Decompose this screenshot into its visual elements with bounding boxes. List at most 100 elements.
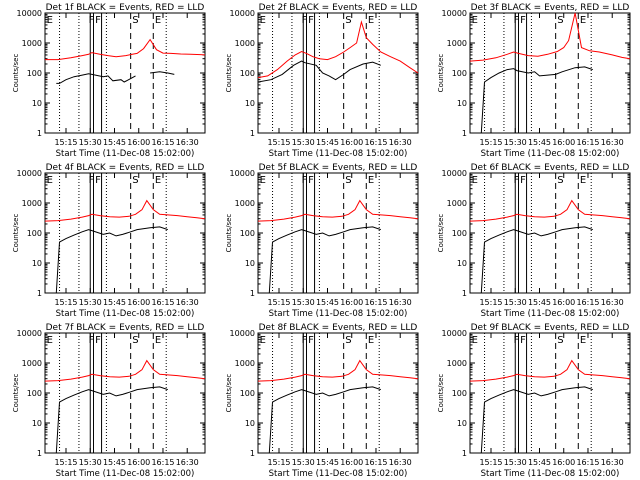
x-tick-label: 15:15 xyxy=(267,138,290,147)
marker-letter: S xyxy=(557,175,563,186)
marker-letter: E xyxy=(472,15,478,26)
y-tick-label: 1 xyxy=(250,289,255,298)
events-series-line xyxy=(55,386,168,454)
x-tick-label: 16:00 xyxy=(340,138,363,147)
events-series-line xyxy=(268,386,381,454)
x-tick-label: 16:00 xyxy=(127,458,150,467)
x-tick-label: 16:00 xyxy=(127,298,150,307)
lld-series-line xyxy=(44,359,206,382)
y-axis-title: Counts/sec xyxy=(12,374,20,413)
panel-title: Det 5f BLACK = Events, RED = LLD xyxy=(259,163,418,173)
y-tick-label: 1000 xyxy=(22,199,42,208)
y-axis-title: Counts/sec xyxy=(12,214,20,253)
lld-series-line xyxy=(257,20,419,79)
x-tick-label: 16:15 xyxy=(151,458,174,467)
marker-letter: S xyxy=(132,15,138,26)
x-tick-label: 15:15 xyxy=(54,138,77,147)
x-tick-label: 15:45 xyxy=(528,138,551,147)
y-tick-label: 100 xyxy=(27,229,42,238)
marker-letter: E xyxy=(260,15,266,26)
x-axis-title: Start Time (11-Dec-08 15:02:00) xyxy=(269,149,408,159)
y-tick-label: 100 xyxy=(240,69,255,78)
y-tick-label: 10000 xyxy=(442,329,467,338)
panel-title: Det 6f BLACK = Events, RED = LLD xyxy=(471,163,630,173)
x-axis-title: Start Time (11-Dec-08 15:02:00) xyxy=(269,469,408,479)
marker-letter: E xyxy=(368,15,374,26)
y-axis-title: Counts/sec xyxy=(225,214,233,253)
y-axis-title: Counts/sec xyxy=(12,54,20,93)
x-tick-label: 15:45 xyxy=(103,458,126,467)
x-tick-label: 16:30 xyxy=(176,138,199,147)
x-tick-label: 15:30 xyxy=(79,138,102,147)
y-tick-label: 100 xyxy=(452,229,467,238)
y-tick-label: 10000 xyxy=(17,9,42,18)
y-tick-label: 1000 xyxy=(235,39,255,48)
x-tick-label: 16:15 xyxy=(151,138,174,147)
marker-letter: S xyxy=(345,175,351,186)
x-tick-label: 16:30 xyxy=(601,138,624,147)
x-axis-title: Start Time (11-Dec-08 15:02:00) xyxy=(481,309,620,319)
x-tick-label: 16:15 xyxy=(364,458,387,467)
x-tick-label: 15:30 xyxy=(292,298,315,307)
plot-frame xyxy=(257,12,419,134)
y-tick-label: 1000 xyxy=(235,359,255,368)
marker-letter: F xyxy=(308,335,314,346)
x-tick-label: 16:15 xyxy=(576,298,599,307)
marker-letter: E xyxy=(155,335,161,346)
plot-frame xyxy=(469,172,631,294)
x-tick-label: 16:15 xyxy=(151,298,174,307)
marker-letter: F xyxy=(89,15,95,26)
y-tick-label: 10000 xyxy=(230,329,255,338)
events-series-line xyxy=(480,386,593,454)
marker-letter: S xyxy=(132,335,138,346)
y-tick-label: 10000 xyxy=(230,169,255,178)
x-tick-label: 15:45 xyxy=(528,458,551,467)
y-axis-title: Counts/sec xyxy=(437,374,445,413)
y-tick-label: 1 xyxy=(462,129,467,138)
events-series-line xyxy=(480,66,593,134)
x-tick-label: 15:30 xyxy=(79,298,102,307)
y-axis-title: Counts/sec xyxy=(437,214,445,253)
marker-letter: E xyxy=(368,335,374,346)
x-tick-label: 16:15 xyxy=(576,458,599,467)
x-tick-label: 15:15 xyxy=(479,458,502,467)
y-tick-label: 1 xyxy=(250,449,255,458)
x-tick-label: 16:30 xyxy=(601,458,624,467)
marker-letter: F xyxy=(302,15,308,26)
events-series-line xyxy=(268,226,381,294)
panel-title: Det 4f BLACK = Events, RED = LLD xyxy=(46,163,205,173)
panel-title: Det 2f BLACK = Events, RED = LLD xyxy=(259,3,418,13)
x-axis-title: Start Time (11-Dec-08 15:02:00) xyxy=(56,309,195,319)
x-tick-label: 16:15 xyxy=(576,138,599,147)
x-axis-title: Start Time (11-Dec-08 15:02:00) xyxy=(481,469,620,479)
panel-title: Det 7f BLACK = Events, RED = LLD xyxy=(46,323,205,333)
y-tick-label: 1 xyxy=(462,449,467,458)
x-tick-label: 15:15 xyxy=(54,298,77,307)
x-tick-label: 15:30 xyxy=(504,138,527,147)
y-tick-label: 10 xyxy=(245,419,255,428)
events-series-line xyxy=(257,60,381,83)
marker-letter: F xyxy=(520,335,526,346)
lld-series-line xyxy=(257,199,419,222)
x-tick-label: 16:00 xyxy=(552,458,575,467)
x-tick-label: 15:45 xyxy=(316,458,339,467)
panel-det-3: Det 3f BLACK = Events, RED = LLD 1 10 100 10… xyxy=(437,3,631,159)
marker-letter: E xyxy=(155,175,161,186)
x-tick-label: 15:45 xyxy=(103,138,126,147)
x-tick-label: 16:15 xyxy=(364,138,387,147)
y-tick-label: 10 xyxy=(32,99,42,108)
events-series-line xyxy=(55,226,168,294)
y-tick-label: 100 xyxy=(240,389,255,398)
y-tick-label: 1000 xyxy=(235,199,255,208)
marker-letter: S xyxy=(557,15,563,26)
panel-title: Det 1f BLACK = Events, RED = LLD xyxy=(46,3,205,13)
marker-letter: E xyxy=(260,175,266,186)
marker-letter: F xyxy=(308,175,314,186)
x-tick-label: 15:30 xyxy=(292,138,315,147)
y-tick-label: 10 xyxy=(457,419,467,428)
panel-title: Det 3f BLACK = Events, RED = LLD xyxy=(471,3,630,13)
marker-letter: F xyxy=(302,335,308,346)
lld-series-line xyxy=(469,199,631,222)
marker-letter: E xyxy=(580,175,586,186)
x-axis-title: Start Time (11-Dec-08 15:02:00) xyxy=(56,469,195,479)
